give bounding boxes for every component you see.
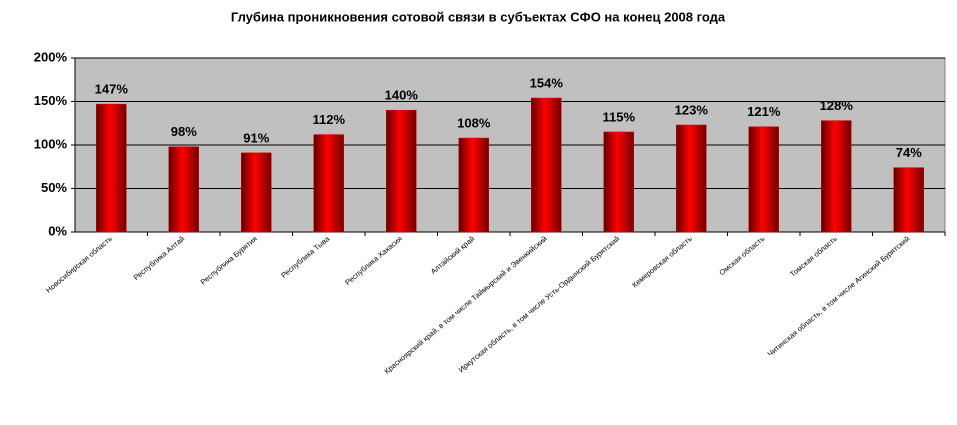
x-tick-label: Иркутская область, в том числе Усть-Орды… [457, 234, 622, 374]
value-label: 154% [530, 75, 564, 90]
bar [821, 120, 852, 233]
bar [893, 167, 924, 233]
x-tick-label: Читинская область, в том числе Агинский … [766, 234, 912, 358]
bar [458, 137, 489, 233]
x-tick-label: Республика Хакасия [343, 234, 404, 287]
value-label: 91% [243, 130, 269, 145]
y-tick-label: 0% [48, 223, 67, 238]
bar [313, 134, 344, 233]
chart-title: Глубина проникновения сотовой связи в су… [231, 9, 726, 24]
value-label: 98% [171, 124, 197, 139]
x-tick-label: Новосибирская область [44, 234, 114, 295]
y-tick-label: 50% [41, 180, 67, 195]
x-tick-label: Красноярский край, в том числе Таймырски… [382, 234, 548, 376]
y-tick-label: 200% [34, 49, 68, 64]
x-tick-label: Республика Бурятия [199, 234, 259, 287]
bar [168, 146, 199, 233]
y-tick-label: 150% [34, 93, 68, 108]
x-tick-label: Алтайский край [429, 234, 476, 276]
value-label: 140% [385, 88, 419, 103]
bar [676, 124, 707, 233]
x-tick-label: Кемеровская область [630, 234, 694, 289]
bar [603, 131, 634, 233]
value-label: 108% [457, 115, 491, 130]
value-label: 112% [312, 112, 345, 127]
bar [386, 109, 417, 233]
value-label: 74% [896, 145, 922, 160]
bar [241, 152, 272, 233]
x-tick-label: Омская область [717, 234, 766, 277]
value-label: 115% [602, 109, 635, 124]
bar [531, 97, 562, 233]
x-tick-label: Республика Тыва [279, 234, 332, 280]
value-label: 147% [95, 82, 129, 97]
value-label: 121% [747, 104, 781, 119]
value-label: 128% [820, 98, 854, 113]
bar [96, 103, 127, 233]
bar [748, 126, 779, 233]
y-tick-label: 100% [34, 136, 68, 151]
x-tick-label: Республика Алтай [132, 234, 187, 282]
value-label: 123% [675, 102, 709, 117]
x-tick-label: Томская область [788, 234, 839, 279]
